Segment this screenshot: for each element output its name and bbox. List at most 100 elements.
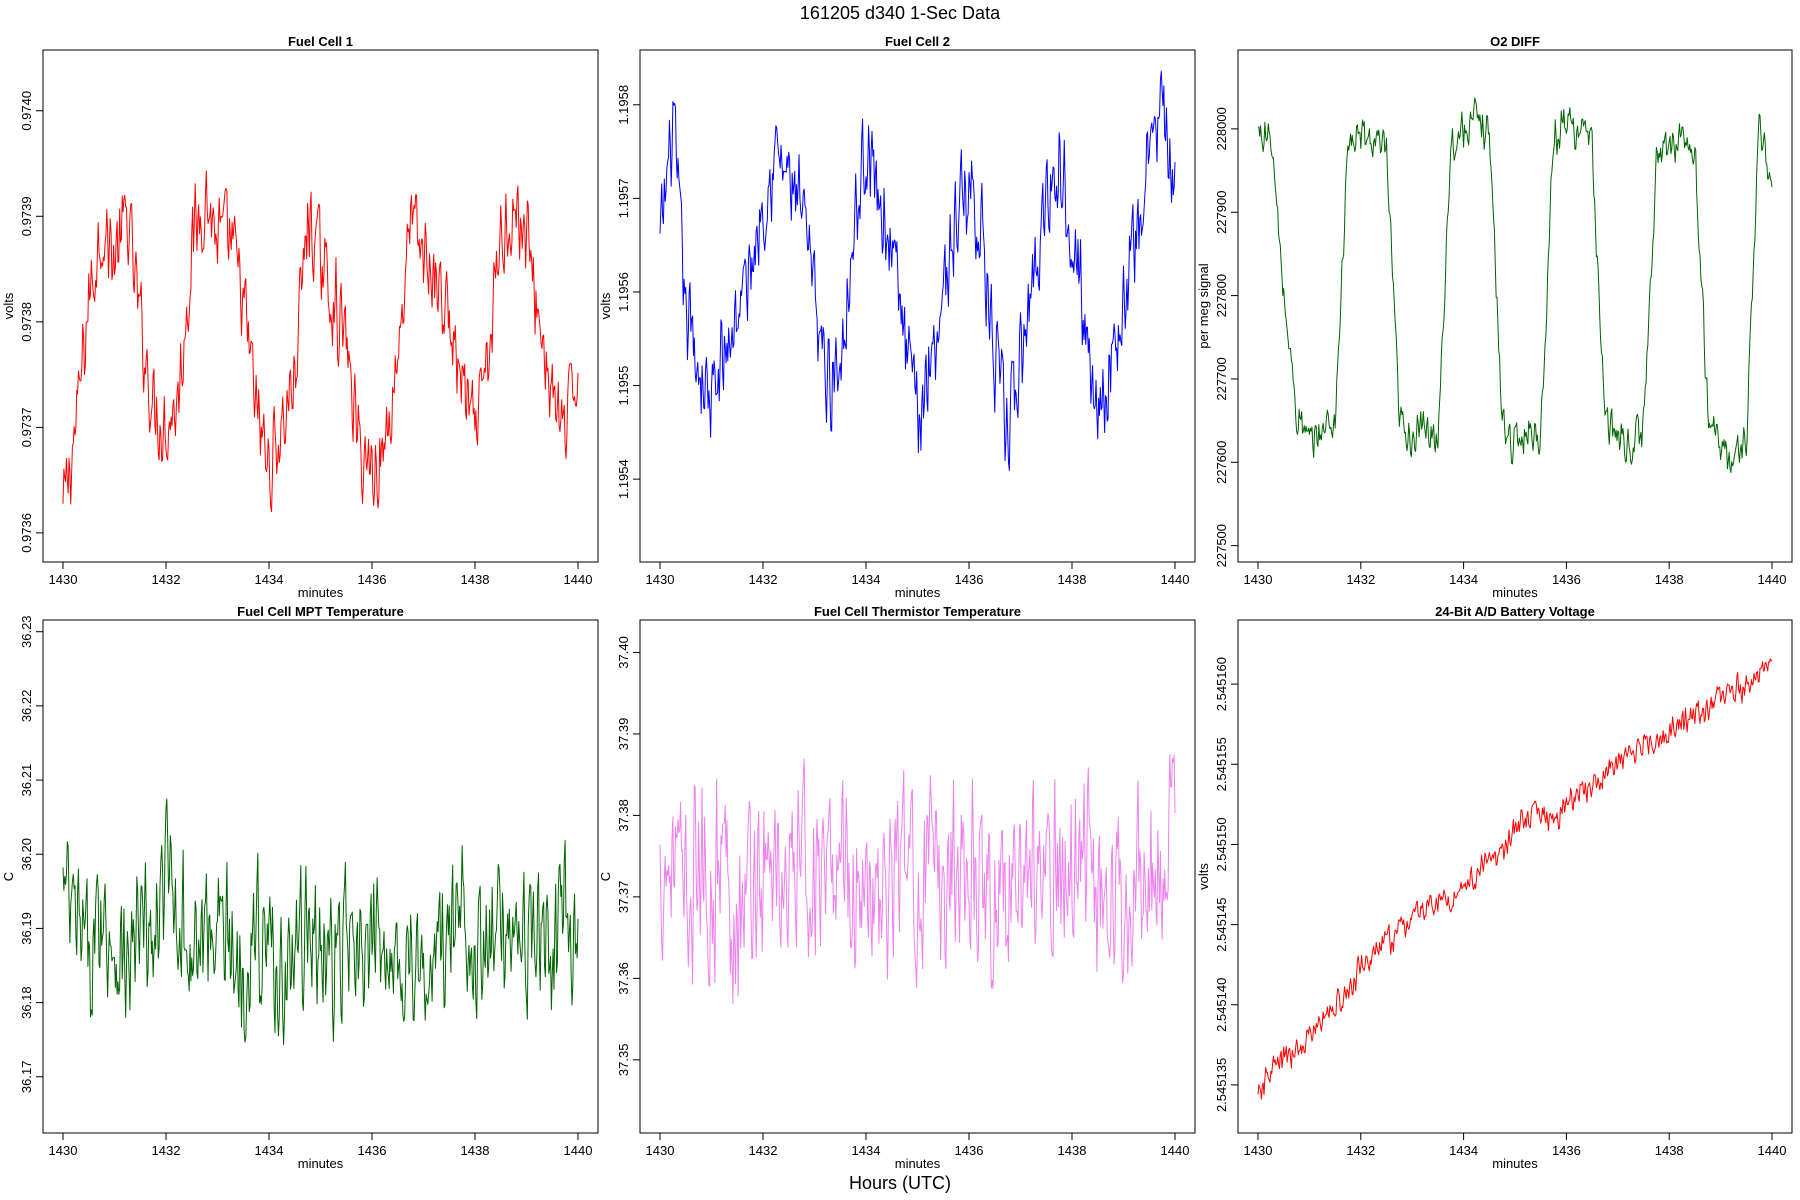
y-tick-label: 36.19 — [19, 912, 34, 945]
x-tick-label: 1430 — [646, 1143, 675, 1158]
x-tick-label: 1434 — [1449, 572, 1478, 587]
chart-panel-5: Fuel Cell Thermistor Temperature 1430 1432… — [598, 604, 1196, 1171]
x-tick-label: 1438 — [461, 1143, 490, 1158]
y-tick-label: 0.9740 — [19, 91, 34, 131]
x-tick-label: 1440 — [1161, 572, 1190, 587]
x-tick-label: 1432 — [1346, 572, 1375, 587]
y-tick-label: 1.1957 — [616, 178, 631, 218]
y-axis-label: volts — [1196, 863, 1211, 890]
figure-footer-label: Hours (UTC) — [849, 1173, 951, 1193]
y-tick-label: 37.37 — [616, 881, 631, 914]
series-line — [659, 753, 1176, 1004]
y-tick-label: 2.545135 — [1214, 1058, 1229, 1112]
y-tick-label: 36.17 — [19, 1061, 34, 1094]
y-tick-label: 36.23 — [19, 615, 34, 648]
panel-title: Fuel Cell 2 — [885, 34, 950, 49]
series-line — [1257, 658, 1773, 1100]
x-tick-label: 1432 — [152, 1143, 181, 1158]
x-axis-label: minutes — [1492, 1156, 1538, 1171]
x-tick-label: 1438 — [1058, 1143, 1087, 1158]
y-tick-label: 0.9737 — [19, 407, 34, 447]
x-tick-label: 1432 — [749, 572, 778, 587]
figure-title: 161205 d340 1-Sec Data — [800, 3, 1001, 23]
x-tick-label: 1440 — [564, 1143, 593, 1158]
x-tick-label: 1434 — [255, 572, 284, 587]
y-tick-label: 37.36 — [616, 962, 631, 995]
panel-title: 24-Bit A/D Battery Voltage — [1435, 604, 1595, 619]
x-tick-label: 1430 — [1244, 1143, 1273, 1158]
x-tick-label: 1436 — [955, 1143, 984, 1158]
y-tick-label: 227500 — [1214, 524, 1229, 567]
y-tick-label: 2.545155 — [1214, 737, 1229, 791]
panel-title: Fuel Cell Thermistor Temperature — [814, 604, 1021, 619]
panel-title: Fuel Cell 1 — [288, 34, 353, 49]
chart-panel-3: O2 DIFF 1430 1432 1434 1436 1438 1440 minutes 22… — [1196, 34, 1793, 600]
y-tick-label: 1.1958 — [616, 85, 631, 125]
x-tick-label: 1436 — [358, 1143, 387, 1158]
y-axis-label: volts — [1, 292, 16, 319]
y-tick-label: 0.9736 — [19, 513, 34, 553]
y-axis-label: C — [1, 872, 16, 881]
y-tick-label: 2.545160 — [1214, 657, 1229, 711]
y-tick-label: 37.38 — [616, 799, 631, 832]
y-tick-label: 0.9738 — [19, 302, 34, 342]
y-tick-label: 36.21 — [19, 764, 34, 797]
y-axis-label: C — [598, 872, 613, 881]
x-axis-label: minutes — [895, 1156, 941, 1171]
x-axis-label: minutes — [298, 1156, 344, 1171]
plot-frame — [639, 49, 1196, 563]
x-tick-label: 1438 — [1655, 1143, 1684, 1158]
y-tick-label: 2.545140 — [1214, 978, 1229, 1032]
y-tick-label: 0.9739 — [19, 196, 34, 236]
x-tick-label: 1440 — [1161, 1143, 1190, 1158]
x-tick-label: 1432 — [1346, 1143, 1375, 1158]
y-tick-label: 1.1956 — [616, 272, 631, 312]
panel-title: O2 DIFF — [1490, 34, 1540, 49]
y-tick-label: 227700 — [1214, 357, 1229, 400]
series-line — [62, 170, 579, 513]
x-tick-label: 1430 — [49, 572, 78, 587]
x-tick-label: 1436 — [358, 572, 387, 587]
y-tick-label: 37.40 — [616, 636, 631, 669]
plot-frame — [1237, 619, 1793, 1134]
chart-panel-6: 24-Bit A/D Battery Voltage 1430 1432 1434 14… — [1196, 604, 1793, 1171]
panels: Fuel Cell 1 1430 1432 1434 1436 1438 1440 minut… — [1, 34, 1793, 1171]
plot-frame — [42, 49, 599, 563]
y-axis-label: per meg signal — [1196, 263, 1211, 348]
x-tick-label: 1434 — [1449, 1143, 1478, 1158]
y-tick-label: 2.545145 — [1214, 897, 1229, 951]
y-tick-label: 37.39 — [616, 718, 631, 751]
x-tick-label: 1430 — [646, 572, 675, 587]
x-tick-label: 1436 — [955, 572, 984, 587]
series-line — [62, 798, 579, 1046]
chart-panel-1: Fuel Cell 1 1430 1432 1434 1436 1438 1440 minut… — [1, 34, 599, 600]
x-tick-label: 1434 — [255, 1143, 284, 1158]
y-tick-label: 227600 — [1214, 441, 1229, 484]
plot-frame — [1237, 49, 1793, 563]
y-tick-label: 1.1955 — [616, 366, 631, 406]
y-tick-label: 36.18 — [19, 986, 34, 1019]
x-tick-label: 1434 — [852, 1143, 881, 1158]
y-tick-label: 227900 — [1214, 191, 1229, 234]
y-tick-label: 37.35 — [616, 1044, 631, 1077]
y-tick-label: 228000 — [1214, 107, 1229, 150]
x-tick-label: 1432 — [749, 1143, 778, 1158]
x-tick-label: 1438 — [461, 572, 490, 587]
y-tick-label: 36.20 — [19, 838, 34, 871]
x-tick-label: 1436 — [1552, 1143, 1581, 1158]
x-tick-label: 1438 — [1058, 572, 1087, 587]
x-axis-label: minutes — [298, 585, 344, 600]
series-line — [1257, 97, 1773, 473]
y-tick-label: 227800 — [1214, 274, 1229, 317]
x-axis-label: minutes — [1492, 585, 1538, 600]
x-tick-label: 1432 — [152, 572, 181, 587]
x-tick-label: 1436 — [1552, 572, 1581, 587]
x-tick-label: 1440 — [1758, 1143, 1787, 1158]
y-tick-label: 1.1954 — [616, 459, 631, 499]
chart-panel-4: Fuel Cell MPT Temperature 1430 1432 1434 143… — [1, 604, 599, 1171]
chart-panel-2: Fuel Cell 2 1430 1432 1434 1436 1438 1440 minut… — [598, 34, 1196, 600]
plot-frame — [42, 619, 599, 1134]
x-tick-label: 1430 — [1244, 572, 1273, 587]
x-tick-label: 1434 — [852, 572, 881, 587]
